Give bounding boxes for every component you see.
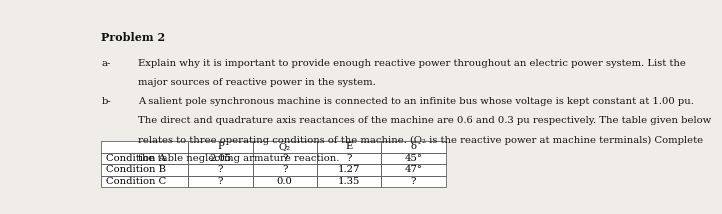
Text: 2.05: 2.05	[209, 154, 232, 163]
Bar	[188, 164, 253, 176]
Text: ?: ?	[347, 154, 352, 163]
Bar	[317, 176, 381, 187]
Text: A salient pole synchronous machine is connected to an infinite bus whose voltage: A salient pole synchronous machine is co…	[138, 98, 694, 107]
Bar	[317, 164, 381, 176]
Bar	[317, 153, 381, 164]
Bar	[253, 141, 317, 153]
Text: Problem 2: Problem 2	[101, 32, 165, 43]
Bar	[381, 153, 445, 164]
Text: 47°: 47°	[404, 165, 422, 174]
Text: Q₂: Q₂	[279, 142, 291, 151]
Text: major sources of reactive power in the system.: major sources of reactive power in the s…	[138, 78, 375, 87]
Text: 1.35: 1.35	[338, 177, 360, 186]
Bar	[381, 164, 445, 176]
Bar	[317, 141, 381, 153]
Bar	[101, 176, 188, 187]
Text: ?: ?	[217, 177, 223, 186]
Bar	[253, 164, 317, 176]
Bar	[188, 153, 253, 164]
Text: the table neglecting armature reaction.: the table neglecting armature reaction.	[138, 154, 339, 163]
Text: Condition A: Condition A	[106, 154, 166, 163]
Text: ?: ?	[282, 165, 287, 174]
Text: b-: b-	[101, 98, 111, 107]
Text: Condition B: Condition B	[106, 165, 166, 174]
Bar	[381, 176, 445, 187]
Text: relates to three operating conditions of the machine. (Q₂ is the reactive power : relates to three operating conditions of…	[138, 135, 703, 144]
Bar	[101, 141, 188, 153]
Text: ?: ?	[411, 177, 416, 186]
Text: 1.27: 1.27	[338, 165, 360, 174]
Text: Explain why it is important to provide enough reactive power throughout an elect: Explain why it is important to provide e…	[138, 59, 686, 68]
Text: 0.0: 0.0	[277, 177, 292, 186]
Text: a-: a-	[101, 59, 110, 68]
Text: ?: ?	[282, 154, 287, 163]
Bar	[381, 141, 445, 153]
Bar	[188, 176, 253, 187]
Text: δ: δ	[410, 142, 417, 151]
Text: 45°: 45°	[404, 154, 422, 163]
Bar	[253, 153, 317, 164]
Text: ?: ?	[217, 165, 223, 174]
Bar	[101, 153, 188, 164]
Bar	[101, 164, 188, 176]
Text: The direct and quadrature axis reactances of the machine are 0.6 and 0.3 pu resp: The direct and quadrature axis reactance…	[138, 116, 711, 125]
Text: E: E	[345, 142, 352, 151]
Bar	[188, 141, 253, 153]
Text: Condition C: Condition C	[106, 177, 166, 186]
Text: P: P	[217, 142, 224, 151]
Bar	[253, 176, 317, 187]
